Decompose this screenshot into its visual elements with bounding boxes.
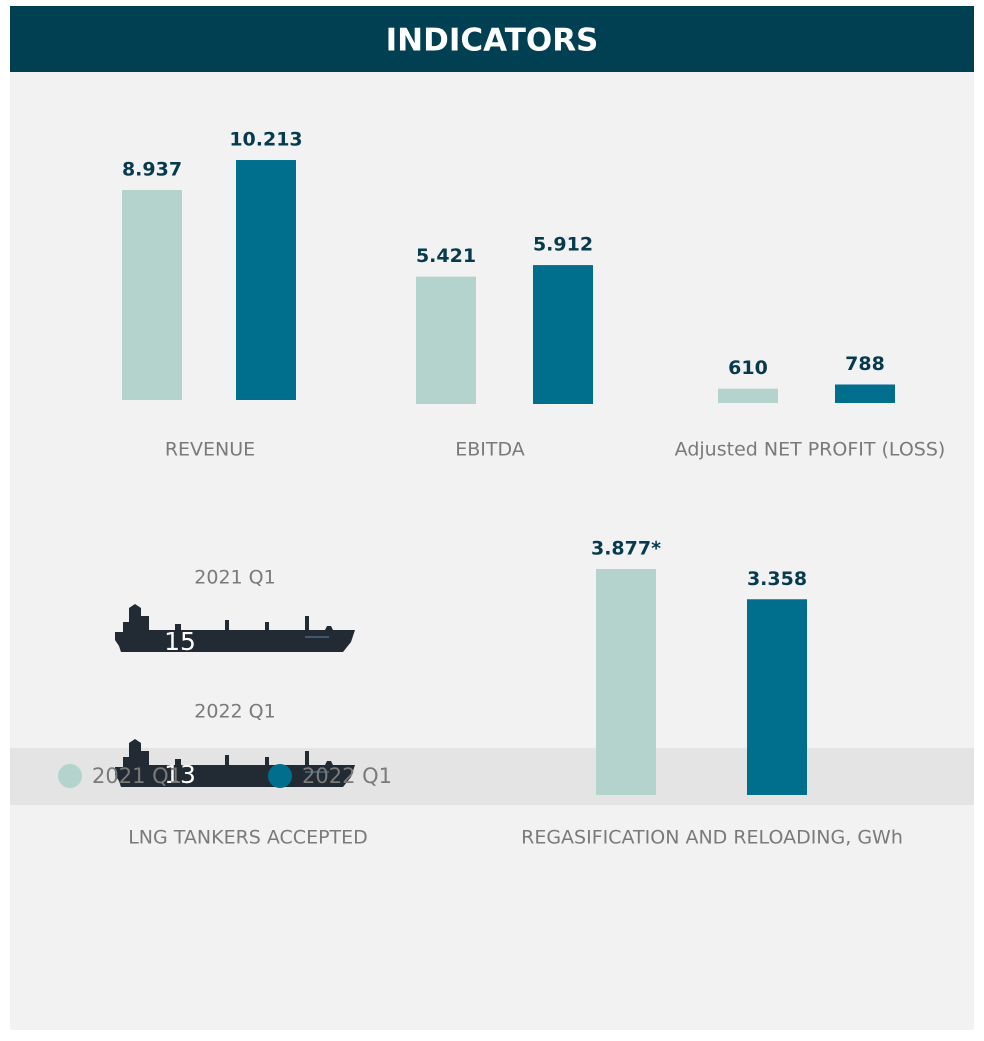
- year-label: 2022 Q1: [194, 701, 275, 723]
- category-label: REVENUE: [165, 439, 255, 461]
- bar: [416, 276, 476, 404]
- bar: [533, 265, 593, 404]
- bar: [596, 569, 656, 795]
- count-label: 15: [164, 627, 196, 656]
- value-label: 788: [845, 353, 885, 375]
- count-label: 13: [164, 760, 196, 789]
- bar: [122, 190, 182, 400]
- title: INDICATORS: [386, 23, 599, 59]
- legend-label: 2022 Q1: [302, 764, 392, 788]
- category-label: REGASIFICATION AND RELOADING, GWh: [521, 827, 903, 849]
- legend-swatch: [58, 764, 82, 788]
- legend-swatch: [268, 764, 292, 788]
- value-label: 8.937: [122, 159, 182, 181]
- category-label: EBITDA: [455, 439, 525, 461]
- bar: [747, 599, 807, 795]
- header-bar: [10, 6, 974, 72]
- year-label: 2021 Q1: [194, 567, 275, 589]
- value-label: 5.912: [533, 234, 593, 256]
- bar: [236, 160, 296, 400]
- value-label: 3.877*: [591, 538, 661, 560]
- value-label: 610: [728, 357, 768, 379]
- bar: [835, 384, 895, 403]
- category-label: LNG TANKERS ACCEPTED: [128, 827, 368, 849]
- value-label: 5.421: [416, 245, 476, 267]
- bar: [718, 388, 778, 403]
- legend-label: 2021 Q1: [92, 764, 182, 788]
- category-label: Adjusted NET PROFIT (LOSS): [675, 439, 946, 461]
- value-label: 3.358: [747, 568, 807, 590]
- value-label: 10.213: [229, 129, 302, 151]
